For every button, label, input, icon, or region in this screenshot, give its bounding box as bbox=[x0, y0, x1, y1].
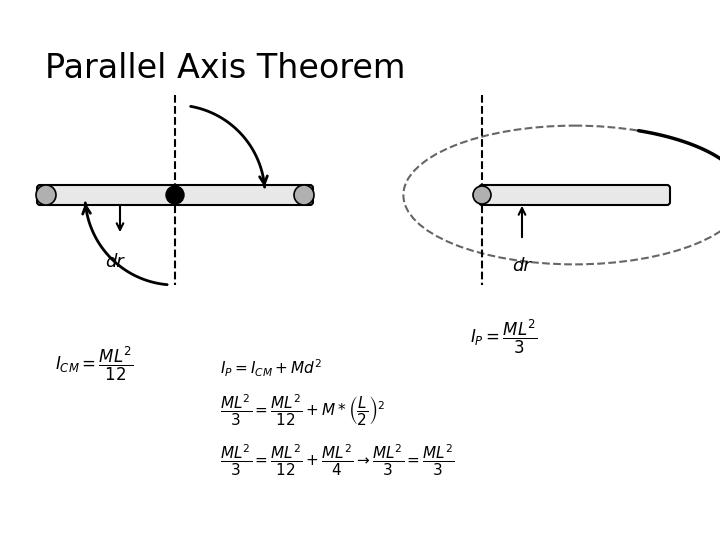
Circle shape bbox=[36, 185, 56, 205]
Text: dr: dr bbox=[106, 253, 125, 271]
FancyBboxPatch shape bbox=[37, 185, 313, 205]
Circle shape bbox=[166, 186, 184, 204]
Circle shape bbox=[294, 185, 314, 205]
Text: dr: dr bbox=[513, 257, 531, 275]
Circle shape bbox=[473, 186, 491, 204]
FancyBboxPatch shape bbox=[479, 185, 670, 205]
Text: $I_P = \dfrac{ML^2}{3}$: $I_P = \dfrac{ML^2}{3}$ bbox=[470, 318, 538, 356]
Text: Parallel Axis Theorem: Parallel Axis Theorem bbox=[45, 52, 405, 85]
Text: $\dfrac{ML^2}{3} = \dfrac{ML^2}{12} + M * \left(\dfrac{L}{2}\right)^2$: $\dfrac{ML^2}{3} = \dfrac{ML^2}{12} + M … bbox=[220, 393, 386, 428]
Text: $I_P = I_{CM} + Md^2$: $I_P = I_{CM} + Md^2$ bbox=[220, 358, 322, 380]
Text: $I_{CM} = \dfrac{ML^2}{12}$: $I_{CM} = \dfrac{ML^2}{12}$ bbox=[55, 345, 134, 383]
Text: $\dfrac{ML^2}{3} = \dfrac{ML^2}{12} + \dfrac{ML^2}{4} \rightarrow \dfrac{ML^2}{3: $\dfrac{ML^2}{3} = \dfrac{ML^2}{12} + \d… bbox=[220, 443, 455, 478]
